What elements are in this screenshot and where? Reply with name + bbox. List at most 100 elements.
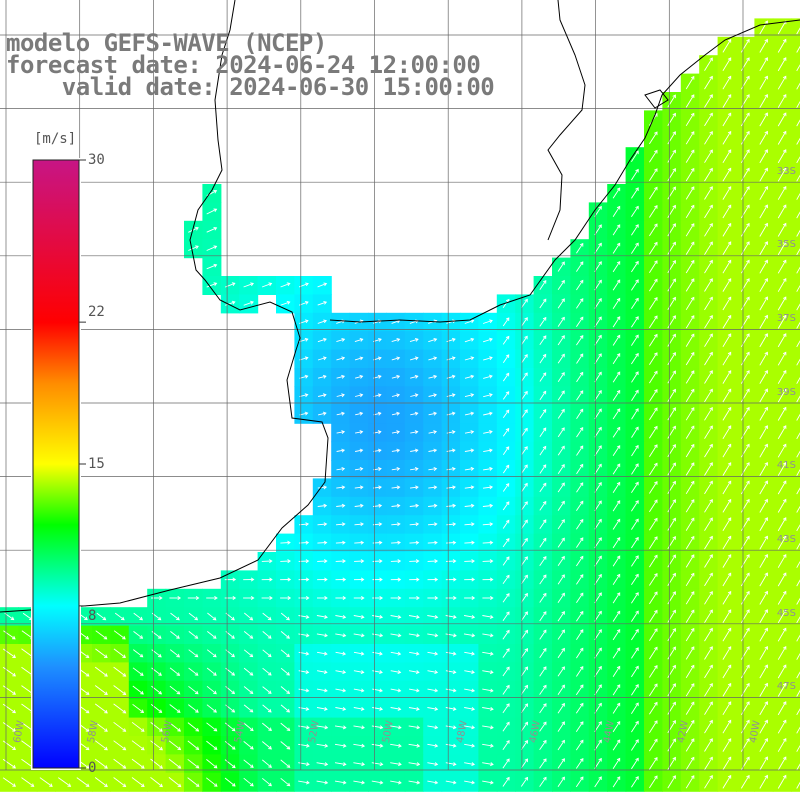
wind-arrow xyxy=(262,704,272,713)
wind-arrow xyxy=(576,647,584,659)
wind-arrow xyxy=(631,224,639,236)
wind-arrow xyxy=(521,317,528,327)
wind-arrow xyxy=(482,614,494,619)
wind-arrow xyxy=(483,356,493,361)
wind-arrow xyxy=(631,610,639,622)
wind-arrow xyxy=(243,649,254,658)
wind-arrow xyxy=(796,174,800,182)
wind-arrow xyxy=(796,229,800,237)
wind-arrow xyxy=(649,223,658,237)
wind-arrow xyxy=(777,719,787,734)
wind-arrow xyxy=(168,758,182,769)
wind-arrow xyxy=(445,743,457,748)
wind-arrow xyxy=(759,130,768,145)
wind-arrow xyxy=(206,667,217,676)
wind-arrow xyxy=(427,670,439,675)
wind-arrow xyxy=(612,592,621,604)
wind-arrow xyxy=(685,443,695,458)
wind-arrow xyxy=(557,555,565,567)
wind-arrow xyxy=(649,149,658,163)
wind-arrow xyxy=(521,353,528,364)
wind-arrow xyxy=(336,393,345,398)
wind-arrow xyxy=(777,425,787,440)
wind-arrow xyxy=(796,616,800,624)
wind-arrow xyxy=(464,706,476,711)
wind-arrow xyxy=(3,630,16,640)
wind-arrow xyxy=(777,517,787,532)
wind-arrow xyxy=(428,485,438,490)
wind-arrow xyxy=(612,629,621,641)
wind-arrow xyxy=(187,758,200,769)
wind-arrow xyxy=(685,370,695,384)
wind-cell xyxy=(791,607,800,627)
wind-arrow xyxy=(576,298,584,309)
wind-arrow xyxy=(557,390,565,401)
wind-arrow xyxy=(685,609,695,623)
wind-arrow xyxy=(336,485,346,490)
wind-arrow xyxy=(482,762,494,767)
wind-arrow xyxy=(446,540,457,545)
wind-arrow xyxy=(557,702,565,714)
wind-arrow xyxy=(243,596,255,600)
wind-arrow xyxy=(631,757,639,770)
wind-cell xyxy=(791,533,800,553)
wind-arrow xyxy=(354,466,364,471)
wind-arrow xyxy=(464,374,475,379)
wind-arrow xyxy=(316,743,329,748)
wind-arrow xyxy=(482,688,494,693)
wind-arrow xyxy=(740,57,750,72)
wind-arrow xyxy=(133,649,144,658)
wind-arrow xyxy=(612,389,621,401)
wind-arrow xyxy=(298,762,310,767)
wind-arrow xyxy=(759,480,768,495)
wind-arrow xyxy=(649,665,658,678)
wind-arrow xyxy=(427,559,439,564)
wind-arrow xyxy=(390,559,402,564)
wind-arrow xyxy=(685,701,695,715)
wind-arrow xyxy=(298,670,310,675)
wind-arrow xyxy=(354,356,364,361)
wind-arrow xyxy=(631,168,639,181)
wind-arrow xyxy=(722,425,732,440)
wind-arrow xyxy=(482,522,494,527)
wind-arrow xyxy=(704,278,713,292)
wind-arrow xyxy=(796,137,800,145)
wind-arrow xyxy=(150,704,163,713)
wind-arrow xyxy=(796,192,800,200)
wind-cell xyxy=(791,460,800,479)
wind-arrow xyxy=(796,303,800,311)
wind-arrow xyxy=(372,559,383,564)
wind-arrow xyxy=(206,740,218,750)
wind-arrow xyxy=(520,740,528,750)
wind-arrow xyxy=(317,319,328,324)
wind-arrow xyxy=(704,167,713,182)
wind-arrow xyxy=(759,756,768,771)
wind-arrow xyxy=(740,480,750,495)
wind-arrow xyxy=(298,559,310,564)
wind-arrow xyxy=(150,777,163,788)
wind-arrow xyxy=(759,20,768,35)
wind-arrow xyxy=(355,411,364,416)
wind-arrow xyxy=(445,559,457,564)
wind-arrow xyxy=(336,411,345,416)
wind-arrow xyxy=(391,374,401,379)
wind-arrow xyxy=(483,466,493,471)
wind-arrow xyxy=(464,466,475,471)
wind-arrow xyxy=(631,592,639,604)
wind-arrow xyxy=(482,540,494,545)
wind-cell xyxy=(791,515,800,535)
wind-arrow xyxy=(168,777,182,788)
wind-arrow xyxy=(427,577,439,582)
wind-cell xyxy=(791,349,800,369)
wind-arrow xyxy=(521,482,528,492)
wind-arrow xyxy=(576,482,584,493)
wind-arrow xyxy=(759,167,768,182)
wind-arrow xyxy=(740,774,750,789)
wind-arrow xyxy=(170,631,180,639)
wind-arrow xyxy=(685,664,695,679)
wind-arrow xyxy=(188,245,199,251)
wind-arrow xyxy=(649,480,658,494)
wind-arrow xyxy=(353,633,365,638)
wind-arrow xyxy=(704,57,713,71)
